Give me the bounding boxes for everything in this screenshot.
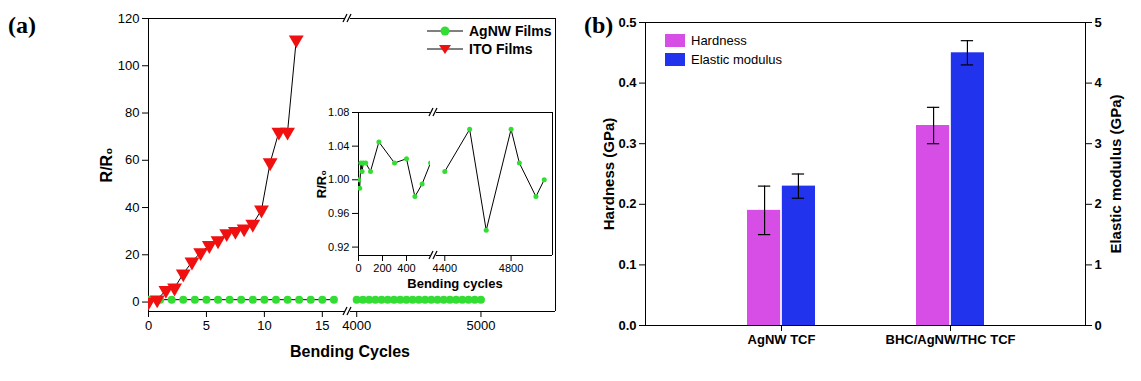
html-text:ITO Films: ITO Films <box>469 41 533 57</box>
html-text:(b): (b) <box>584 12 614 38</box>
svg-text:1.08: 1.08 <box>328 106 349 118</box>
svg-text:2: 2 <box>1095 196 1102 211</box>
svg-text:400: 400 <box>397 262 415 274</box>
svg-text:200: 200 <box>373 262 391 274</box>
svg-text:Elastic modulus (GPa): Elastic modulus (GPa) <box>1107 94 1124 253</box>
svg-text:5: 5 <box>203 318 210 333</box>
svg-text:5: 5 <box>1095 15 1102 30</box>
svg-text:1.00: 1.00 <box>328 173 349 185</box>
svg-text:0.92: 0.92 <box>328 241 349 253</box>
html-text:Elastic modulus: Elastic modulus <box>691 52 782 67</box>
svg-text:0: 0 <box>355 262 361 274</box>
svg-text:0: 0 <box>1095 318 1102 333</box>
svg-text:80: 80 <box>125 105 139 120</box>
svg-text:0.5: 0.5 <box>618 15 636 30</box>
svg-text:4800: 4800 <box>499 262 523 274</box>
svg-text:20: 20 <box>125 247 139 262</box>
svg-text:5000: 5000 <box>466 318 495 333</box>
svg-text:10: 10 <box>257 318 271 333</box>
svg-text:BHC/AgNW/THC TCF: BHC/AgNW/THC TCF <box>886 332 1016 347</box>
svg-text:0.96: 0.96 <box>328 207 349 219</box>
svg-text:120: 120 <box>118 11 140 26</box>
html-text:AgNW Films: AgNW Films <box>469 23 552 39</box>
html-text:Hardness: Hardness <box>691 33 747 48</box>
svg-text:0: 0 <box>132 294 139 309</box>
svg-text:0.2: 0.2 <box>618 196 636 211</box>
svg-text:AgNW TCF: AgNW TCF <box>748 332 816 347</box>
html-text:(a): (a) <box>8 12 36 38</box>
html-text:Bending Cycles: Bending Cycles <box>290 343 410 360</box>
svg-text:3: 3 <box>1095 136 1102 151</box>
svg-text:100: 100 <box>118 58 140 73</box>
svg-text:0.4: 0.4 <box>618 75 637 90</box>
svg-text:1: 1 <box>1095 257 1102 272</box>
svg-text:4000: 4000 <box>342 318 371 333</box>
svg-text:Hardness (GPa): Hardness (GPa) <box>600 118 617 231</box>
svg-text:0: 0 <box>145 318 152 333</box>
svg-text:40: 40 <box>125 200 139 215</box>
svg-text:4: 4 <box>1095 75 1103 90</box>
svg-text:0.0: 0.0 <box>618 318 636 333</box>
svg-text:0.1: 0.1 <box>618 257 636 272</box>
svg-text:60: 60 <box>125 152 139 167</box>
svg-text:15: 15 <box>315 318 329 333</box>
svg-text:0.3: 0.3 <box>618 136 636 151</box>
svg-text:1.04: 1.04 <box>328 140 349 152</box>
html-text:Bending cycles: Bending cycles <box>407 276 503 291</box>
svg-text:4400: 4400 <box>433 262 457 274</box>
svg-text:R/R₀: R/R₀ <box>98 148 115 183</box>
svg-text:R/R₀: R/R₀ <box>314 170 329 198</box>
